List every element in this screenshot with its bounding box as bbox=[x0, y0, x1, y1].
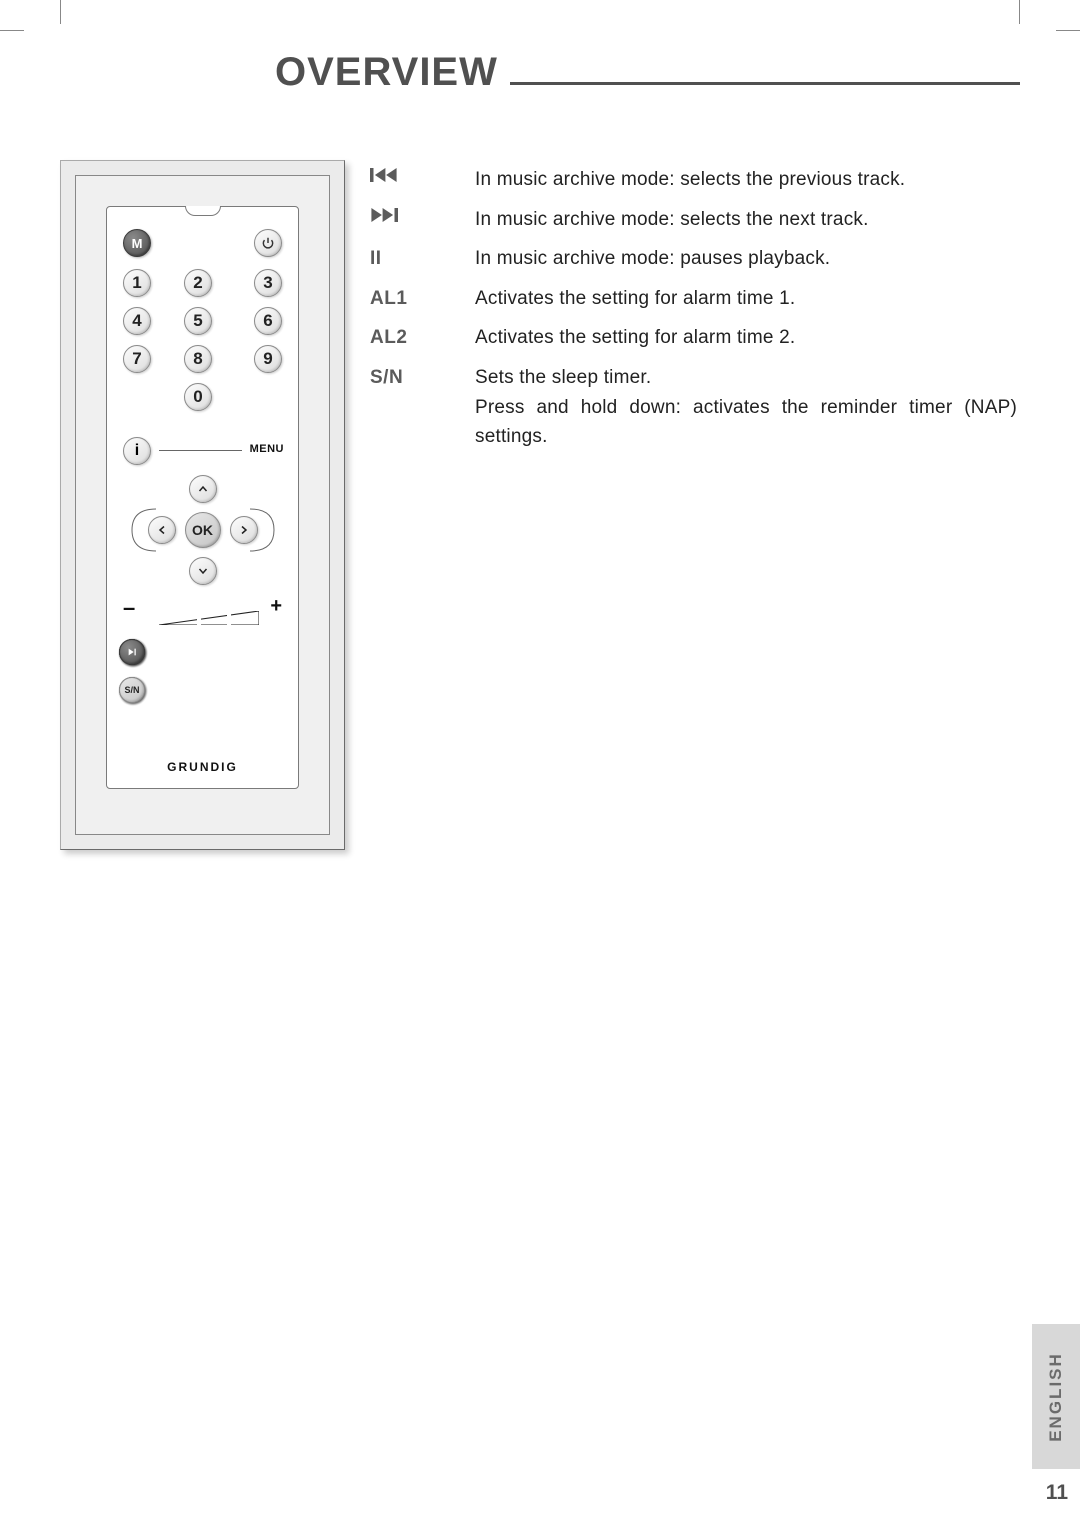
ir-window bbox=[185, 206, 221, 216]
def-row: II In music archive mode: pauses playbac… bbox=[370, 245, 1017, 274]
volume-wedge-icon bbox=[159, 611, 259, 625]
brand-label: GRUNDIG bbox=[107, 760, 298, 774]
dpad-left bbox=[148, 516, 176, 544]
num-7: 7 bbox=[123, 345, 151, 373]
ok-button: OK bbox=[185, 512, 221, 548]
chevron-up-icon bbox=[197, 483, 209, 495]
remote-frame: M 1 2 3 4 5 6 7 8 9 0 i MENU bbox=[60, 160, 345, 850]
def-key: S/N bbox=[370, 364, 475, 452]
prev-track-icon bbox=[370, 166, 475, 195]
definitions-list: In music archive mode: selects the previ… bbox=[370, 166, 1017, 462]
page-title: OVERVIEW bbox=[275, 50, 498, 95]
num-8: 8 bbox=[184, 345, 212, 373]
crop-mark bbox=[60, 0, 61, 24]
def-row: AL1 Activates the setting for alarm time… bbox=[370, 285, 1017, 314]
num-0: 0 bbox=[184, 383, 212, 411]
def-text: Sets the sleep timer. Press and hold dow… bbox=[475, 364, 1017, 452]
header-rule bbox=[510, 82, 1020, 85]
num-6: 6 bbox=[254, 307, 282, 335]
def-text: In music archive mode: pauses playback. bbox=[475, 245, 1017, 274]
language-label: ENGLISH bbox=[1046, 1352, 1066, 1442]
next-track-icon bbox=[370, 206, 475, 235]
dpad-right bbox=[230, 516, 258, 544]
dpad-up bbox=[189, 475, 217, 503]
num-9: 9 bbox=[254, 345, 282, 373]
crop-mark bbox=[1019, 0, 1020, 24]
def-row: In music archive mode: selects the next … bbox=[370, 206, 1017, 235]
dpad: OK bbox=[148, 475, 258, 585]
next-track-button bbox=[119, 639, 145, 665]
def-text: In music archive mode: selects the previ… bbox=[475, 166, 1017, 195]
page-number: 11 bbox=[1046, 1481, 1068, 1505]
def-text: Activates the setting for alarm time 1. bbox=[475, 285, 1017, 314]
divider-line bbox=[159, 450, 242, 451]
def-key: AL2 bbox=[370, 324, 475, 353]
mode-button: M bbox=[123, 229, 151, 257]
next-track-icon bbox=[126, 647, 138, 657]
remote-inner-frame: M 1 2 3 4 5 6 7 8 9 0 i MENU bbox=[75, 175, 330, 835]
def-row: In music archive mode: selects the previ… bbox=[370, 166, 1017, 195]
def-text-line1: Sets the sleep timer. bbox=[475, 367, 651, 388]
crop-mark bbox=[0, 30, 24, 31]
def-key: AL1 bbox=[370, 285, 475, 314]
page-header: OVERVIEW bbox=[275, 50, 1020, 95]
num-3: 3 bbox=[254, 269, 282, 297]
menu-label: MENU bbox=[250, 443, 284, 455]
num-1: 1 bbox=[123, 269, 151, 297]
def-row: AL2 Activates the setting for alarm time… bbox=[370, 324, 1017, 353]
sn-button: S/N bbox=[119, 677, 145, 703]
def-text-line2: Press and hold down: activates the remin… bbox=[475, 394, 1017, 451]
remote-body: M 1 2 3 4 5 6 7 8 9 0 i MENU bbox=[106, 206, 299, 789]
dpad-down bbox=[189, 557, 217, 585]
chevron-down-icon bbox=[197, 565, 209, 577]
power-icon bbox=[261, 236, 275, 250]
def-text: In music archive mode: selects the next … bbox=[475, 206, 1017, 235]
language-tab: ENGLISH bbox=[1032, 1324, 1080, 1469]
vol-minus: – bbox=[123, 595, 135, 621]
num-5: 5 bbox=[184, 307, 212, 335]
def-key: II bbox=[370, 245, 475, 274]
chevron-right-icon bbox=[238, 524, 250, 536]
power-button bbox=[254, 229, 282, 257]
chevron-left-icon bbox=[156, 524, 168, 536]
def-text: Activates the setting for alarm time 2. bbox=[475, 324, 1017, 353]
crop-mark bbox=[1056, 30, 1080, 31]
info-button: i bbox=[123, 437, 151, 465]
num-2: 2 bbox=[184, 269, 212, 297]
volume-row: – + bbox=[119, 595, 286, 621]
def-row: S/N Sets the sleep timer. Press and hold… bbox=[370, 364, 1017, 452]
vol-plus: + bbox=[270, 595, 282, 618]
num-4: 4 bbox=[123, 307, 151, 335]
